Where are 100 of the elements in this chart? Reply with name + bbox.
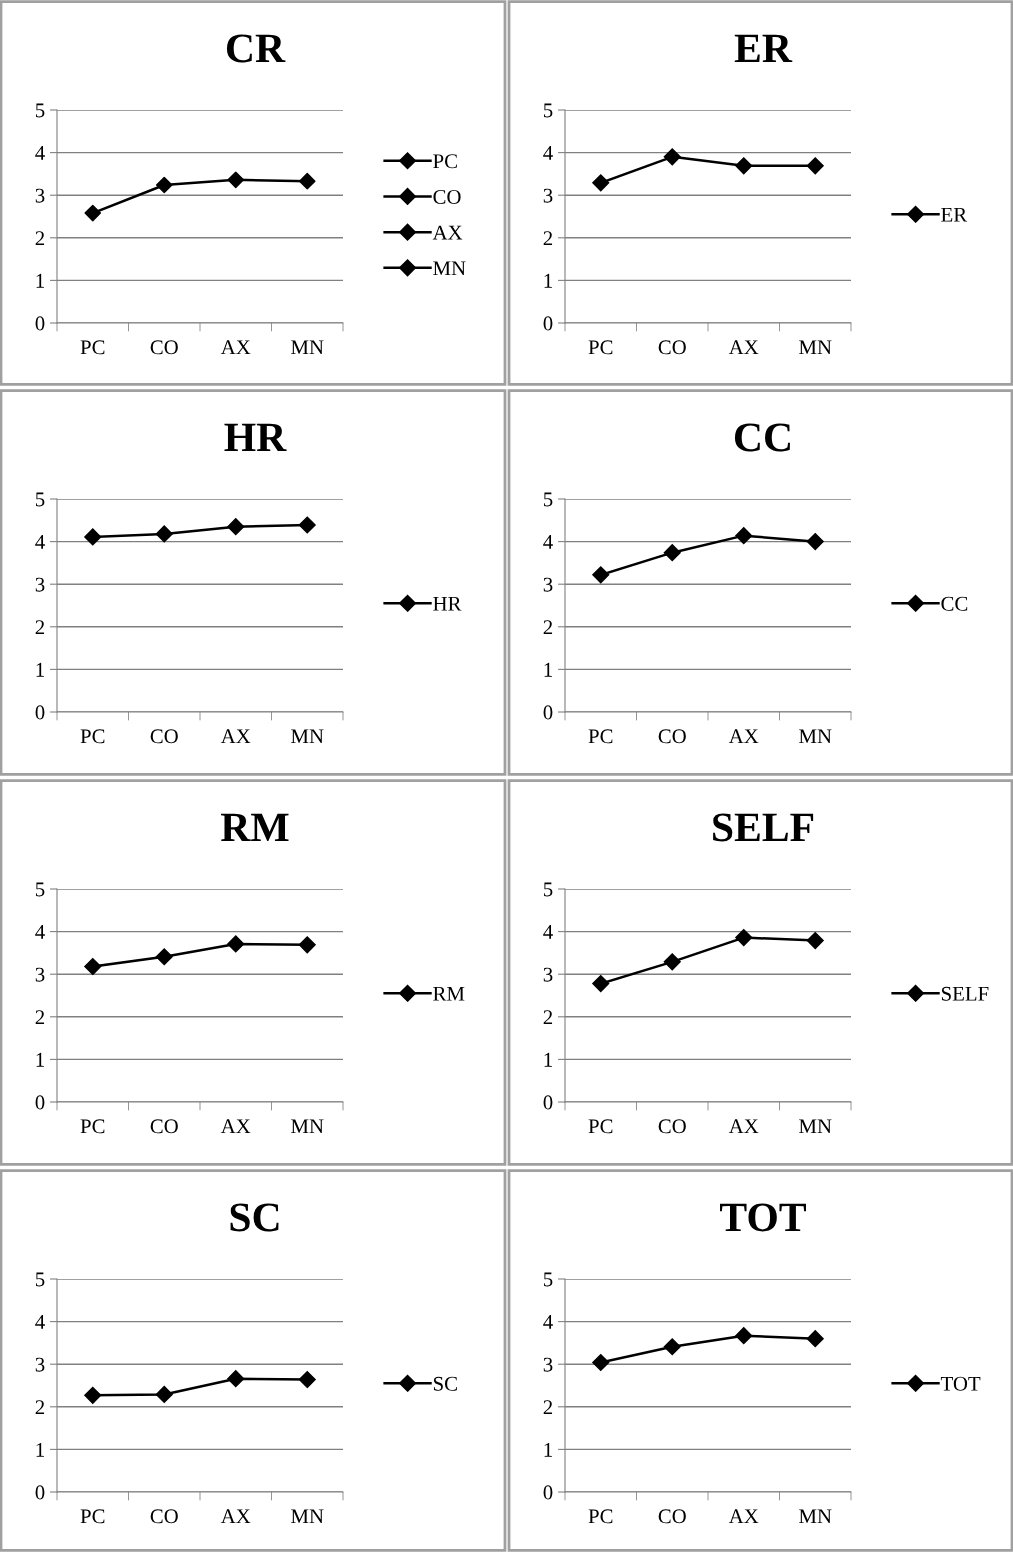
y-tick-label: 2 <box>543 620 553 635</box>
x-tick-label: PC <box>80 340 105 355</box>
y-tick-label: 2 <box>543 1400 553 1415</box>
chart-title: TOT <box>720 1203 806 1232</box>
y-tick-label: 2 <box>35 231 45 246</box>
point <box>84 1386 102 1404</box>
legend-label: HR <box>433 596 462 611</box>
x-tick-label: PC <box>588 729 613 744</box>
y-tick-label: 0 <box>35 1485 45 1500</box>
x-tick-label: PC <box>80 729 105 744</box>
point <box>227 518 245 536</box>
legend-label: SC <box>433 1376 457 1391</box>
chart-title: CC <box>734 423 790 452</box>
point <box>592 174 610 192</box>
point <box>155 948 173 966</box>
legend-label: RM <box>433 986 465 1001</box>
point <box>298 172 316 190</box>
y-tick-label: 5 <box>35 103 45 118</box>
legend-label: SELF <box>941 986 989 1001</box>
y-tick-label: 3 <box>35 1357 45 1372</box>
y-tick-label: 5 <box>35 882 45 897</box>
point <box>806 1330 824 1348</box>
point <box>155 525 173 543</box>
x-tick-label: CO <box>658 1509 686 1524</box>
y-tick-label: 5 <box>543 103 553 118</box>
y-tick-label: 3 <box>543 1357 553 1372</box>
x-tick-label: PC <box>80 1509 105 1524</box>
point <box>227 171 245 189</box>
y-tick-label: 4 <box>543 925 553 939</box>
chart-title: SC <box>230 1203 279 1232</box>
y-tick-label: 4 <box>35 925 45 939</box>
y-tick-label: 1 <box>36 273 44 288</box>
y-tick-label: 3 <box>35 967 45 982</box>
point <box>663 148 681 166</box>
x-tick-label: AX <box>220 729 251 744</box>
x-tick-label: MN <box>291 1509 324 1524</box>
x-tick-label: AX <box>220 340 251 355</box>
x-tick-label: MN <box>799 1119 832 1134</box>
point <box>592 566 610 584</box>
y-tick-label: 0 <box>35 316 45 331</box>
y-tick-label: 3 <box>543 188 553 203</box>
x-tick-label: CO <box>150 1509 178 1524</box>
y-tick-label: 5 <box>543 1272 553 1287</box>
x-tick-label: AX <box>220 1509 251 1524</box>
legend-label: CO <box>433 189 461 204</box>
y-tick-label: 4 <box>35 146 45 160</box>
point <box>84 957 102 976</box>
y-tick-label: 1 <box>544 662 552 677</box>
y-tick-label: 3 <box>35 188 45 203</box>
y-tick-label: 3 <box>543 967 553 982</box>
point <box>806 931 824 950</box>
y-tick-label: 0 <box>35 1095 45 1110</box>
y-tick-label: 1 <box>544 273 552 288</box>
y-tick-label: 5 <box>35 492 45 507</box>
y-tick-label: 1 <box>36 1052 44 1067</box>
x-tick-label: MN <box>799 1509 832 1524</box>
x-tick-label: MN <box>291 729 324 744</box>
y-tick-label: 1 <box>544 1052 552 1067</box>
point <box>298 936 316 954</box>
y-tick-label: 5 <box>543 882 553 897</box>
x-tick-label: CO <box>150 729 178 744</box>
x-tick-label: PC <box>588 1509 613 1524</box>
legend-label: ER <box>941 207 968 222</box>
y-tick-label: 4 <box>543 146 553 160</box>
point <box>155 176 173 194</box>
y-tick-label: 4 <box>35 1315 45 1329</box>
chart-title: SELF <box>713 813 814 842</box>
y-tick-label: 5 <box>543 492 553 507</box>
y-tick-label: 1 <box>36 1442 44 1457</box>
x-tick-label: MN <box>291 1119 324 1134</box>
x-tick-label: CO <box>150 1119 178 1134</box>
x-tick-label: AX <box>728 729 759 744</box>
point <box>227 935 245 953</box>
legend-label: CC <box>941 596 968 611</box>
legend-label: MN <box>433 261 466 276</box>
point <box>298 1370 316 1389</box>
point <box>592 1353 610 1372</box>
chart-title: RM <box>221 813 289 842</box>
y-tick-label: 5 <box>35 1272 45 1287</box>
x-tick-label: PC <box>588 1119 613 1134</box>
y-tick-label: 0 <box>543 316 553 331</box>
y-tick-label: 4 <box>543 1315 553 1329</box>
point <box>806 157 824 175</box>
point <box>663 953 681 971</box>
y-tick-label: 1 <box>544 1442 552 1457</box>
legend-label: TOT <box>940 1376 981 1391</box>
y-tick-label: 3 <box>35 577 45 592</box>
point <box>155 1385 173 1403</box>
point <box>84 528 102 546</box>
x-tick-label: MN <box>799 340 832 355</box>
x-tick-label: CO <box>658 340 686 355</box>
point <box>663 544 681 562</box>
x-tick-label: AX <box>728 1119 759 1134</box>
legend-label: PC <box>433 154 457 169</box>
point <box>592 975 610 993</box>
y-tick-label: 2 <box>35 1010 45 1025</box>
y-tick-label: 2 <box>543 231 553 246</box>
x-tick-label: MN <box>799 729 832 744</box>
x-tick-label: AX <box>728 340 759 355</box>
y-tick-label: 0 <box>35 705 45 720</box>
